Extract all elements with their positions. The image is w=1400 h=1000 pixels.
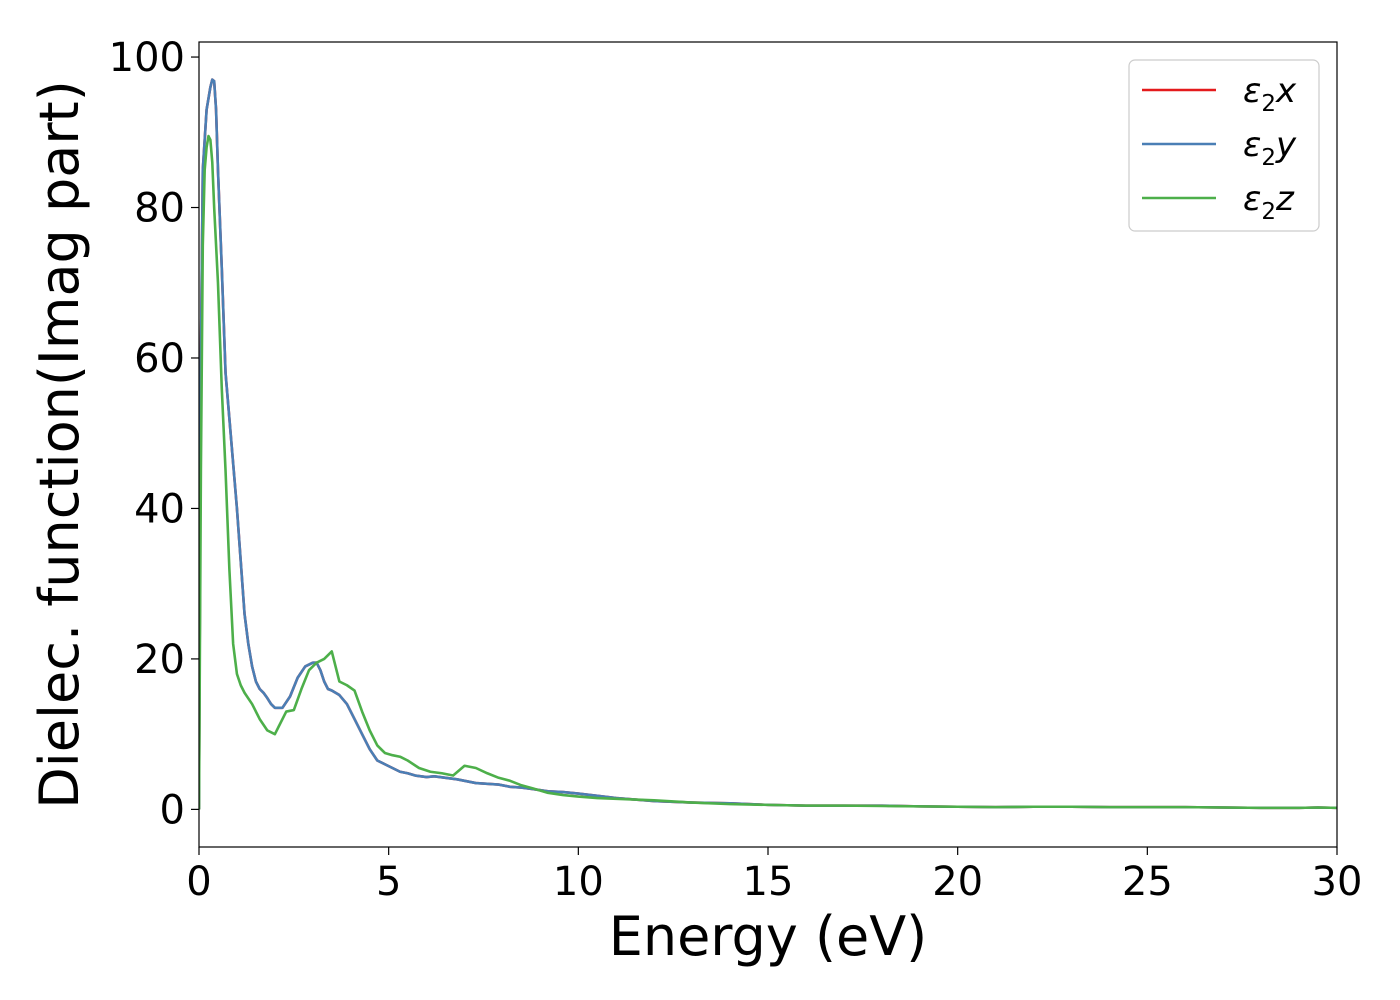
legend-label: ε2x: [1243, 71, 1297, 117]
legend-label: ε2y: [1243, 125, 1297, 171]
y-axis-label: Dielec. function(Imag part): [28, 80, 91, 809]
series-line-2: [199, 134, 1337, 810]
y-tick-label: 60: [134, 336, 185, 382]
axes: 0 5 10 15 20 25 30 0 20 40 60 80 100: [109, 35, 1363, 905]
legend-label: ε2z: [1243, 179, 1295, 225]
y-tick-label: 100: [109, 35, 185, 81]
x-tick-label: 20: [932, 859, 983, 905]
x-tick-label: 25: [1122, 859, 1173, 905]
plot-area: [199, 78, 1337, 810]
x-tick-label: 15: [743, 859, 794, 905]
legend: ε2x ε2y ε2z: [1128, 59, 1320, 232]
y-tick-label: 0: [160, 787, 185, 833]
x-axis-label: Energy (eV): [609, 905, 928, 968]
y-tick-label: 80: [134, 186, 185, 232]
x-tick-label: 5: [376, 859, 401, 905]
legend-box: [1128, 59, 1320, 232]
x-tick-label: 0: [186, 859, 211, 905]
x-tick-label: 10: [553, 859, 604, 905]
x-tick-label: 30: [1312, 859, 1363, 905]
y-tick-label: 20: [134, 637, 185, 683]
y-tick-label: 40: [134, 486, 185, 532]
